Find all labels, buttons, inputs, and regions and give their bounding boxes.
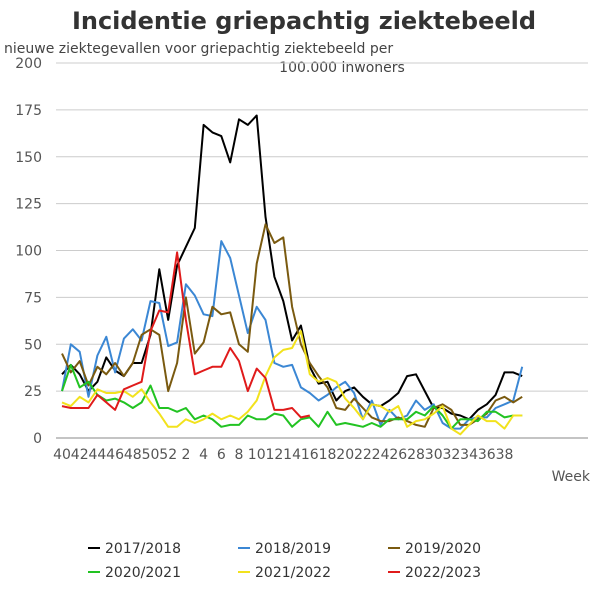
y-tick-labels: 0 25 50 75 100 125 150 175 200: [15, 56, 42, 447]
x-tick-26: 26: [389, 447, 407, 463]
x-tick-30: 30: [425, 447, 443, 463]
x-tick-38: 38: [496, 447, 514, 463]
x-tick-2: 2: [181, 447, 190, 463]
x-tick-22: 22: [354, 447, 372, 463]
x-tick-12: 12: [265, 447, 283, 463]
y-tick-0: 0: [33, 431, 42, 447]
x-tick-20: 20: [336, 447, 354, 463]
x-tick-10: 10: [248, 447, 266, 463]
x-tick-36: 36: [478, 447, 496, 463]
x-tick-40: 40: [53, 447, 71, 463]
legend-label-2017-2018: 2017/2018: [105, 541, 181, 557]
series-lines: [61, 114, 524, 436]
x-tick-4: 4: [199, 447, 208, 463]
x-tick-24: 24: [372, 447, 390, 463]
y-axis-label-line1: nieuwe ziektegevallen voor griepachtig z…: [4, 41, 393, 57]
x-tick-6: 6: [217, 447, 226, 463]
chart-title: Incidentie griepachtig ziektebeeld: [72, 7, 536, 35]
series-line-2018-2019: [61, 240, 524, 430]
series-line-2019-2020: [61, 223, 523, 428]
y-tick-175: 175: [15, 103, 42, 119]
x-tick-18: 18: [319, 447, 337, 463]
y-tick-75: 75: [24, 290, 42, 306]
series-line-2020-2021: [61, 363, 523, 430]
x-tick-labels: 40 42 44 46 48 50 52 2 4 6 8 10 12 14 16 18 20 22 24 26 28 30…: [53, 447, 513, 463]
x-tick-46: 46: [106, 447, 124, 463]
x-tick-34: 34: [460, 447, 478, 463]
x-axis-label: Week: [552, 469, 591, 485]
x-tick-32: 32: [442, 447, 460, 463]
y-tick-50: 50: [24, 337, 42, 353]
legend-label-2018-2019: 2018/2019: [255, 541, 331, 557]
y-tick-25: 25: [24, 384, 42, 400]
series-line-2021-2022: [61, 330, 523, 436]
x-tick-52: 52: [159, 447, 177, 463]
x-tick-28: 28: [407, 447, 425, 463]
y-tick-150: 150: [15, 150, 42, 166]
legend-label-2022-2023: 2022/2023: [405, 565, 481, 581]
legend-label-2019-2020: 2019/2020: [405, 541, 481, 557]
legend: 2017/2018 2018/2019 2019/2020 2020/2021 2021…: [88, 541, 481, 581]
legend-label-2021-2022: 2021/2022: [255, 565, 331, 581]
y-gridlines: [56, 62, 588, 392]
x-tick-42: 42: [71, 447, 89, 463]
legend-label-2020-2021: 2020/2021: [105, 565, 181, 581]
series-line-2022-2023: [61, 251, 311, 419]
x-tick-16: 16: [301, 447, 319, 463]
x-tick-8: 8: [235, 447, 244, 463]
y-tick-200: 200: [15, 56, 42, 72]
y-axis-label-line2: 100.000 inwoners: [279, 60, 405, 76]
y-tick-100: 100: [15, 244, 42, 260]
x-tick-44: 44: [88, 447, 106, 463]
x-tick-48: 48: [124, 447, 142, 463]
x-tick-50: 50: [142, 447, 160, 463]
series-line-2017-2018: [61, 114, 523, 421]
x-tick-14: 14: [283, 447, 301, 463]
y-tick-125: 125: [15, 197, 42, 213]
